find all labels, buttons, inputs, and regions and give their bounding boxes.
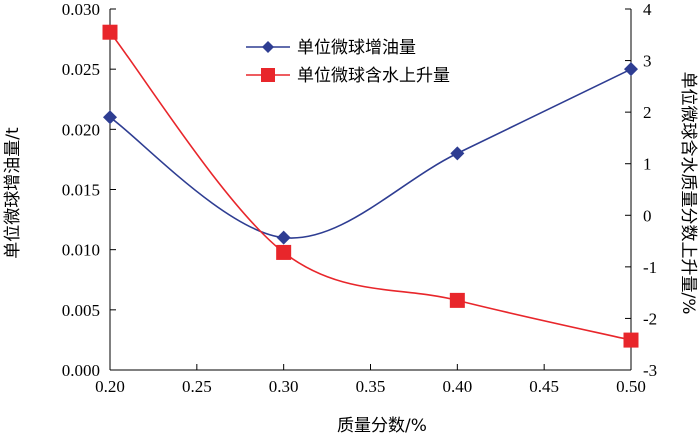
y2-tick-label: -1 xyxy=(643,258,657,277)
y-tick-label: 0.005 xyxy=(62,301,100,320)
legend-label: 单位微球含水上升量 xyxy=(297,66,450,86)
diamond-marker xyxy=(103,110,117,125)
square-marker xyxy=(449,292,465,308)
square-marker xyxy=(102,24,118,40)
y-tick-label: 0.020 xyxy=(62,120,100,139)
y2-tick-label: 2 xyxy=(643,103,652,122)
x-tick-label: 0.45 xyxy=(529,377,559,396)
x-tick-label: 0.30 xyxy=(269,377,299,396)
legend-square-marker xyxy=(261,68,275,82)
square-marker xyxy=(276,244,292,260)
y-tick-label: 0.030 xyxy=(62,0,100,19)
y2-tick-label: 4 xyxy=(643,0,652,19)
x-tick-label: 0.40 xyxy=(442,377,472,396)
x-tick-label: 0.25 xyxy=(182,377,212,396)
x-axis-label: 质量分数/% xyxy=(337,416,427,436)
series-line-water-rise xyxy=(109,31,632,341)
x-tick-label: 0.35 xyxy=(356,377,386,396)
y-tick-label: 0.010 xyxy=(62,241,100,260)
diamond-marker xyxy=(276,230,291,245)
series-line-oil-increase xyxy=(109,68,632,239)
y2-tick-label: -3 xyxy=(643,361,657,380)
x-tick-label: 0.20 xyxy=(95,377,125,396)
axes xyxy=(109,9,632,371)
y-tick-label: 0.025 xyxy=(62,60,100,79)
diamond-marker xyxy=(450,146,465,161)
legend-diamond-marker xyxy=(262,41,274,53)
square-marker xyxy=(623,332,639,348)
x-tick-label: 0.50 xyxy=(616,377,646,396)
ticks: 0.20 0.25 0.30 0.35 0.40 0.45 0.50 0.000 0.005 0.… xyxy=(62,0,657,396)
series-oil-increase xyxy=(103,62,638,245)
legend-label: 单位微球增油量 xyxy=(297,38,416,58)
y2-tick-label: 1 xyxy=(643,155,652,174)
y2-axis-label: 单位微球含水质量分数上升量/% xyxy=(678,72,698,315)
y-axis-label: 单位微球增油量/t xyxy=(3,127,23,259)
y2-tick-label: 0 xyxy=(643,206,652,225)
y2-tick-label: -2 xyxy=(643,309,657,328)
series-water-rise xyxy=(102,24,639,348)
y2-tick-label: 3 xyxy=(643,52,652,71)
diamond-marker xyxy=(624,62,638,77)
y-tick-label: 0.000 xyxy=(62,361,100,380)
y-tick-label: 0.015 xyxy=(62,181,100,200)
